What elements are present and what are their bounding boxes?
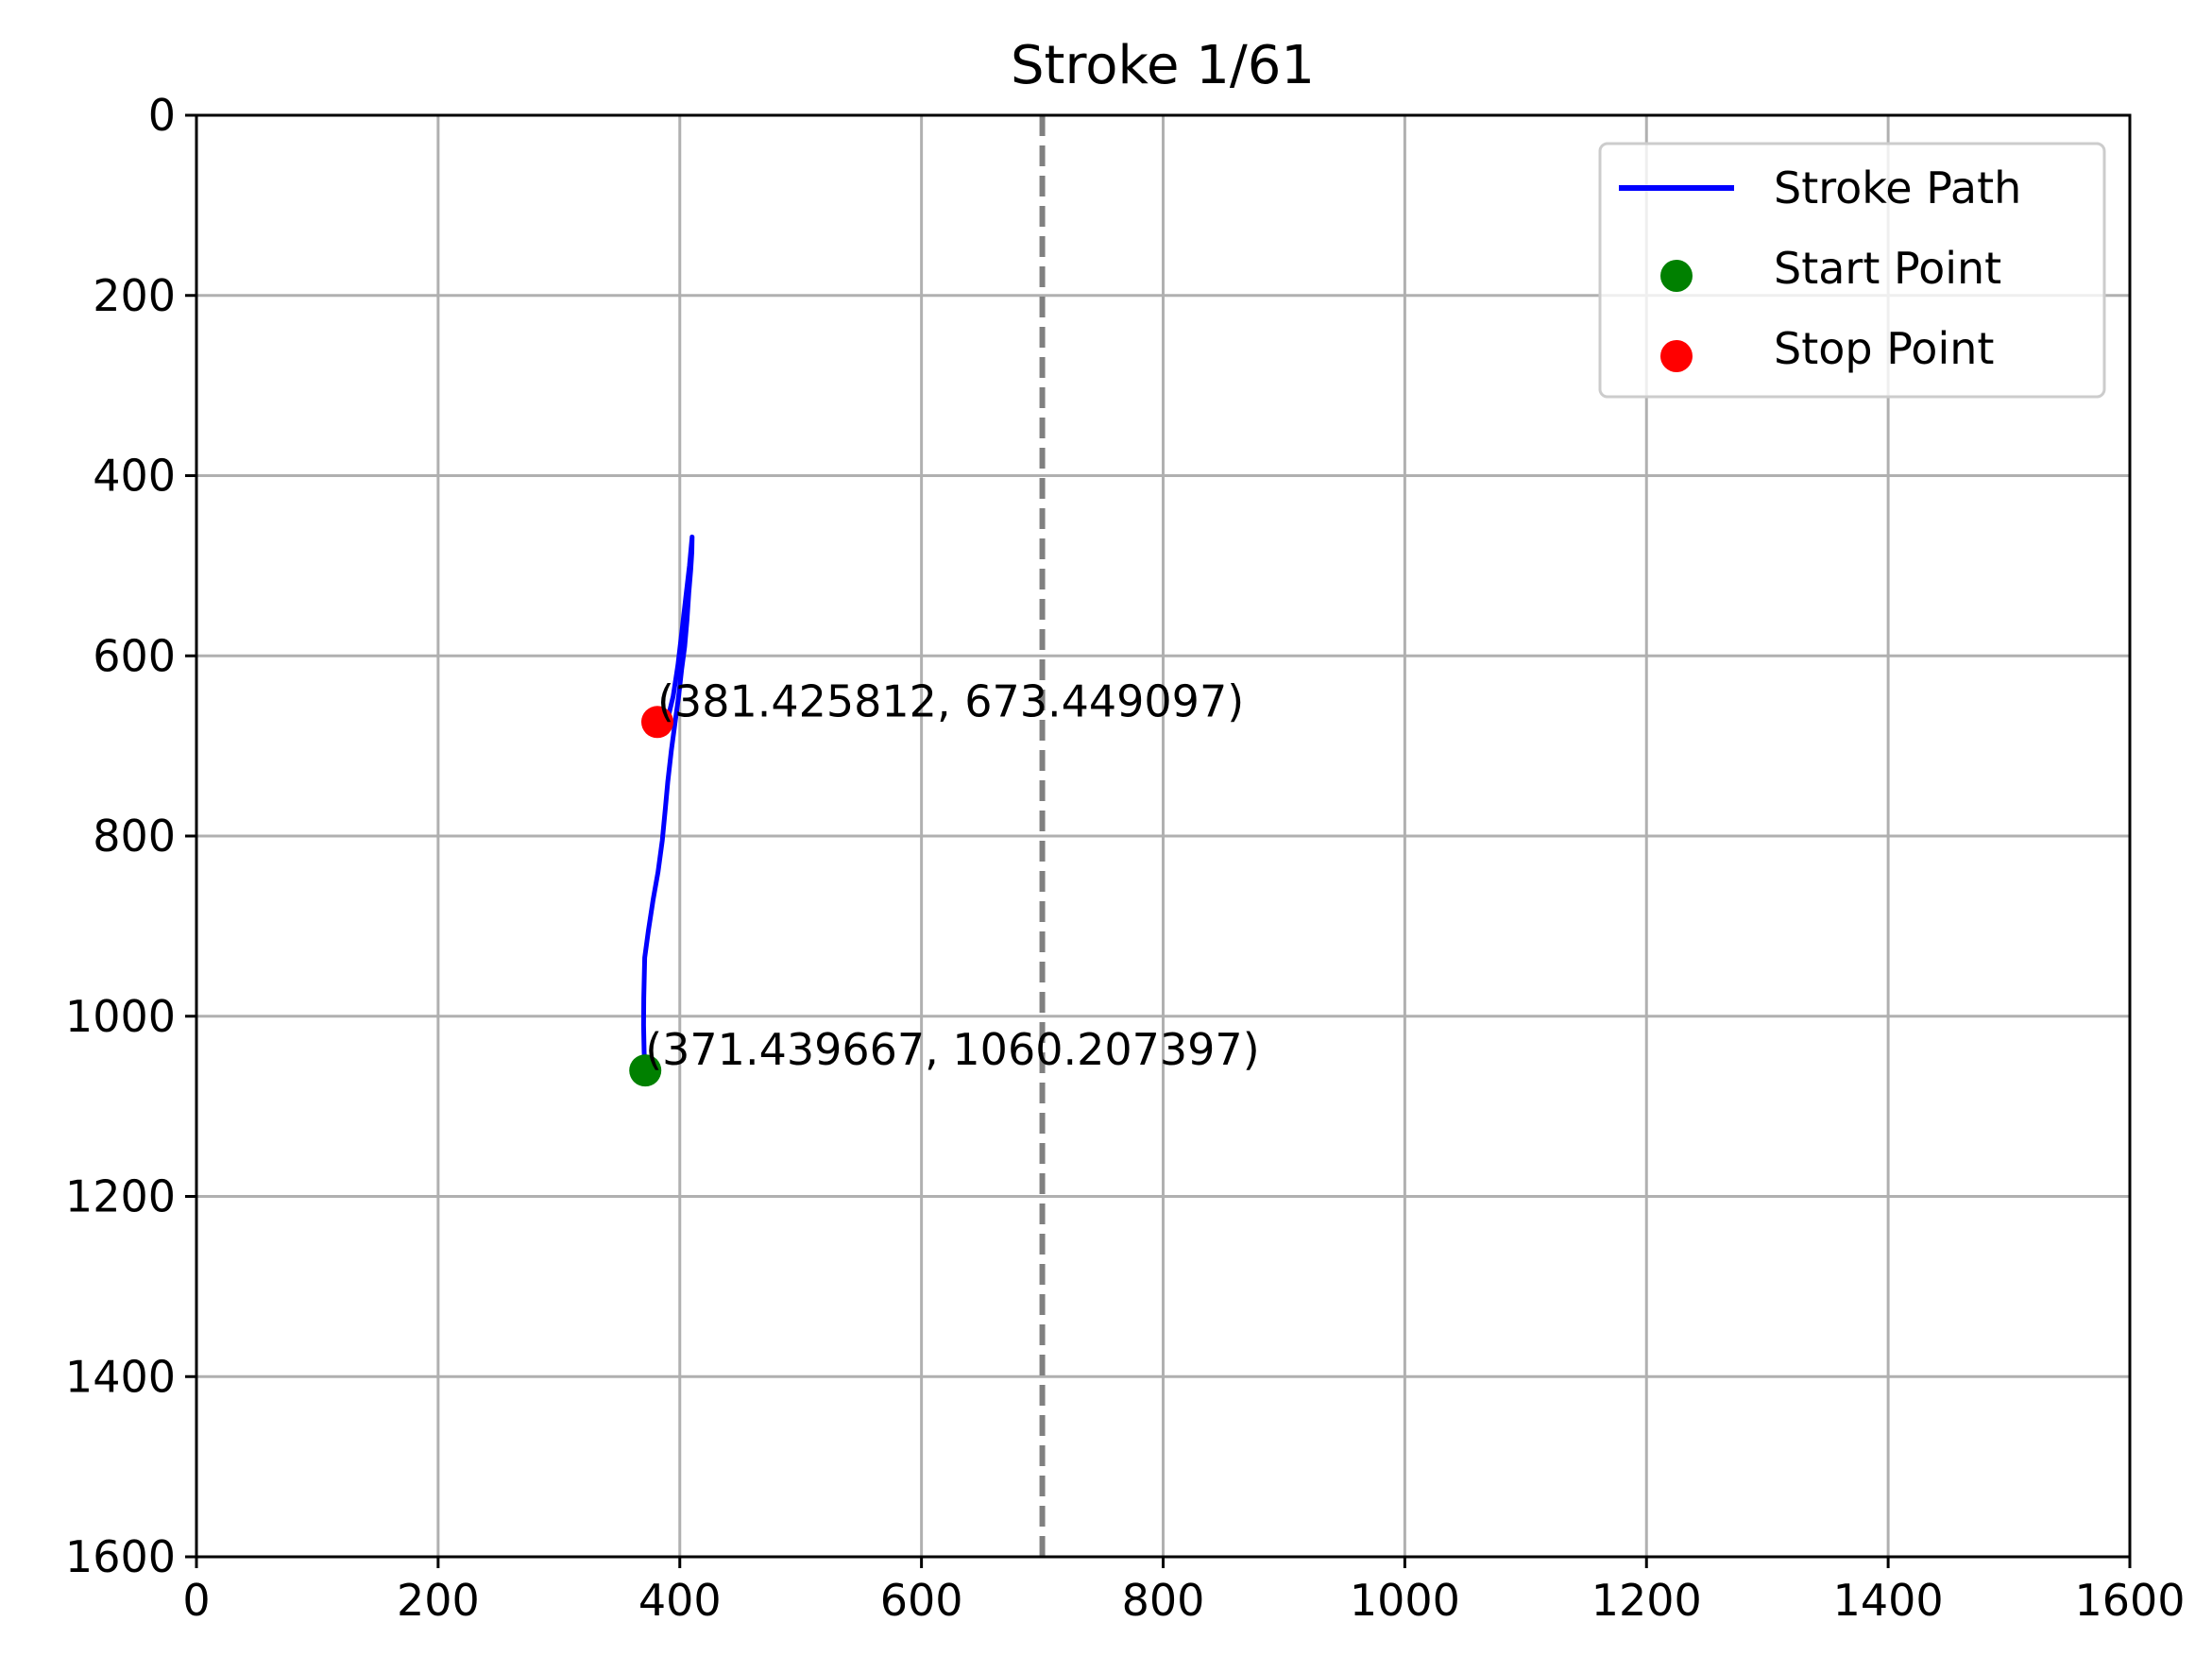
start-point-marker xyxy=(629,1054,662,1087)
legend-box xyxy=(1598,142,2106,399)
x-tick-label: 800 xyxy=(1122,1575,1205,1626)
legend-swatch-stop-point xyxy=(1660,340,1693,372)
y-axis-ticks: 0 200 400 600 800 1000 1200 1400 1600 xyxy=(65,90,196,1582)
y-tick-label: 1200 xyxy=(65,1171,176,1222)
legend-swatch-start-point xyxy=(1660,260,1693,292)
chart-title: Stroke 1/61 xyxy=(1011,35,1315,96)
y-tick-label: 1600 xyxy=(65,1531,176,1582)
x-tick-label: 600 xyxy=(880,1575,963,1626)
start-point-annotation: (371.439667, 1060.207397) xyxy=(645,1024,1259,1075)
legend: Stroke Path Start Point Stop Point xyxy=(1598,142,2106,399)
series-group xyxy=(640,534,695,1073)
x-tick-label: 1400 xyxy=(1833,1575,1944,1626)
legend-label-stop-point: Stop Point xyxy=(1774,323,1994,374)
x-tick-label: 0 xyxy=(182,1575,210,1626)
stroke-path-line xyxy=(640,534,695,1073)
y-tick-label: 1400 xyxy=(65,1351,176,1402)
x-axis-ticks: 0 200 400 600 800 1000 1200 1400 1600 xyxy=(182,1557,2186,1626)
y-tick-label: 200 xyxy=(93,270,176,321)
stop-point-marker xyxy=(640,706,673,739)
y-tick-label: 600 xyxy=(93,630,176,681)
x-tick-label: 1200 xyxy=(1591,1575,1702,1626)
legend-label-stroke-path: Stroke Path xyxy=(1774,162,2021,213)
y-tick-label: 800 xyxy=(93,811,176,862)
y-tick-label: 400 xyxy=(93,451,176,502)
x-tick-label: 1000 xyxy=(1350,1575,1460,1626)
x-tick-label: 1600 xyxy=(2074,1575,2185,1626)
x-tick-label: 400 xyxy=(638,1575,722,1626)
y-tick-label: 0 xyxy=(148,90,176,141)
y-tick-label: 1000 xyxy=(65,991,176,1042)
stop-point-annotation: (381.425812, 673.449097) xyxy=(657,675,1244,726)
legend-label-start-point: Start Point xyxy=(1774,243,2001,294)
x-tick-label: 200 xyxy=(397,1575,480,1626)
markers-group: (371.439667, 1060.207397) (381.425812, 67… xyxy=(629,675,1260,1087)
